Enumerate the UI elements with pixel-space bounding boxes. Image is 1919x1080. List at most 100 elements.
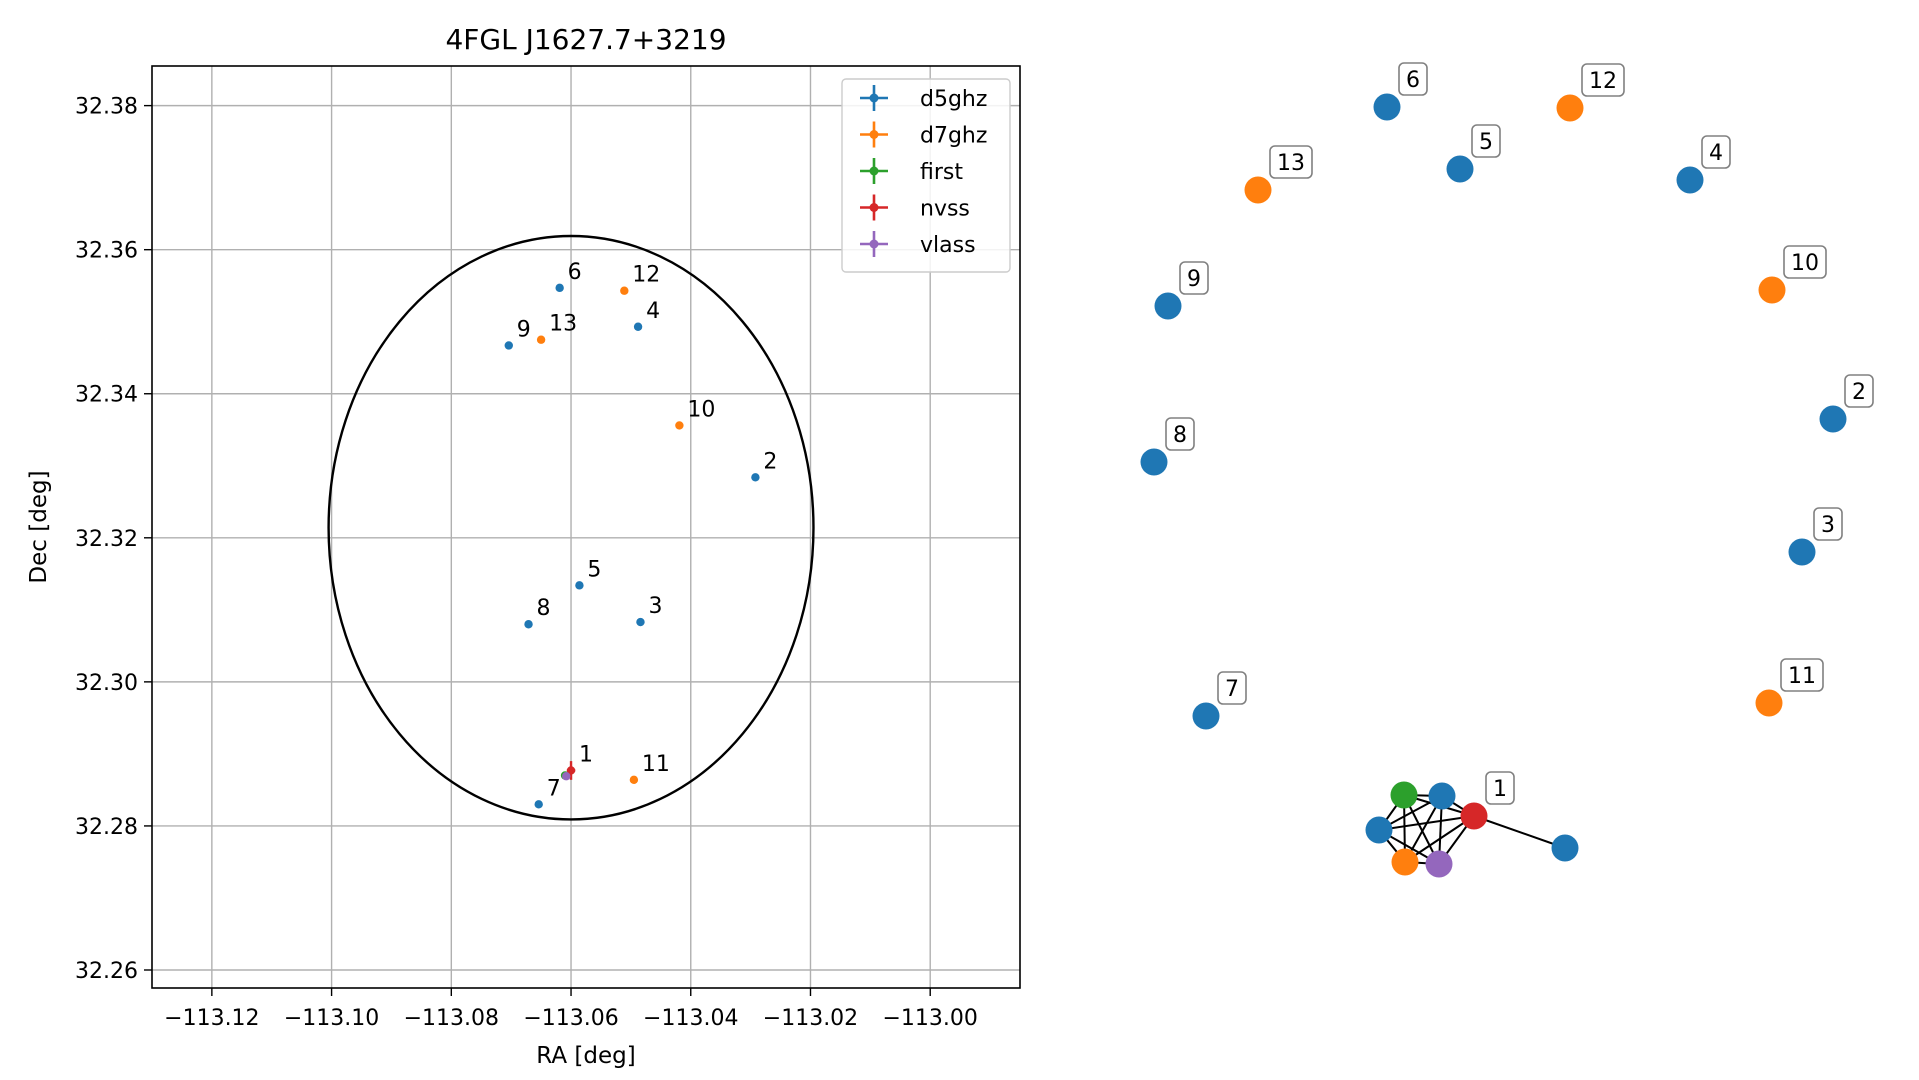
legend-label: nvss: [920, 197, 970, 222]
legend-marker: [869, 130, 879, 139]
x-tick-label: −113.12: [164, 1006, 259, 1031]
network-node-d7ghz: [1556, 94, 1584, 122]
x-tick-label: −113.02: [763, 1006, 858, 1031]
network-label-box: [1701, 135, 1731, 169]
network-label-box: [1783, 245, 1827, 279]
point-label: 4: [646, 299, 660, 324]
x-tick-label: −113.08: [404, 1006, 499, 1031]
network-label-box: [1398, 62, 1428, 96]
legend-label: d5ghz: [920, 87, 987, 112]
point-label: 9: [517, 317, 531, 342]
network-node-d5ghz: [1373, 93, 1401, 121]
y-tick-label: 32.32: [75, 527, 138, 552]
network-node-d5ghz: [1154, 292, 1182, 320]
legend-marker: [869, 203, 879, 212]
network-node-d5ghz: [1446, 155, 1474, 183]
network-label-box: [1269, 145, 1313, 179]
point-label: 1: [579, 742, 593, 767]
network-edge: [1378, 815, 1475, 831]
data-points: [504, 283, 760, 809]
network-node-label: 6: [1406, 68, 1420, 93]
point-label: 13: [549, 312, 577, 337]
x-tick-label: −113.06: [523, 1006, 618, 1031]
network-node-d7ghz: [1758, 276, 1786, 304]
point-label: 11: [642, 752, 670, 777]
point-label: 5: [587, 557, 601, 582]
legend-label: vlass: [920, 233, 976, 258]
network-label-box: [1165, 417, 1195, 451]
chart-title: 4FGL J1627.7+3219: [445, 23, 726, 56]
plot-frame: [151, 65, 1021, 989]
network-node-label: 9: [1187, 267, 1201, 292]
network-edge: [1473, 815, 1566, 849]
network-label-box: [1179, 261, 1209, 295]
network-node-label: 4: [1709, 141, 1723, 166]
network-node-d5ghz: [1788, 538, 1816, 566]
point-label: 2: [763, 449, 777, 474]
network-label-box: [1813, 507, 1843, 541]
point-label: 8: [537, 596, 551, 621]
network-node-d7ghz: [1755, 689, 1783, 717]
network-label-box: [1471, 124, 1501, 158]
data-point-d5ghz: [633, 322, 643, 331]
data-point-nvss: [566, 766, 576, 775]
legend: d5ghz d7ghz first nvss vlass: [841, 78, 1011, 273]
legend-marker: [869, 239, 879, 249]
network-node-label: 5: [1479, 130, 1493, 155]
y-tick-label: 32.26: [75, 959, 138, 984]
data-point-d5ghz: [555, 283, 564, 293]
network-node-label: 11: [1788, 664, 1816, 689]
y-axis-label: Dec [deg]: [26, 470, 52, 583]
y-tick-label: 32.38: [75, 95, 138, 120]
network-label-box: [1844, 374, 1874, 408]
x-axis-label: RA [deg]: [536, 1043, 635, 1069]
y-tick-label: 32.36: [75, 239, 138, 264]
network-node-label: 3: [1821, 513, 1835, 538]
data-point-vlass: [562, 772, 571, 781]
network-node-label: 13: [1277, 151, 1305, 176]
network-label-box: [1581, 63, 1625, 97]
network-node-label: 8: [1173, 423, 1187, 448]
network-node-label: 12: [1589, 69, 1617, 94]
data-point-d5ghz: [636, 617, 645, 627]
network-node-d5ghz: [1819, 405, 1847, 433]
network-node-nvss: [1460, 802, 1488, 830]
data-point-d7ghz: [675, 421, 684, 430]
network-label-box: [1217, 671, 1247, 705]
point-label: 12: [632, 263, 660, 288]
network-label-box: [1485, 771, 1515, 805]
network-node-label: 1: [1493, 777, 1507, 802]
point-label: 3: [648, 594, 662, 619]
network-node-label: 2: [1852, 380, 1866, 405]
search-circle-layer: [327, 234, 815, 821]
y-tick-label: 32.30: [75, 671, 138, 696]
network-node-d5ghz: [1551, 834, 1579, 862]
legend-entries: d5ghz d7ghz first nvss vlass: [860, 85, 987, 258]
search-circle: [327, 234, 815, 821]
point-label: 6: [568, 260, 582, 285]
data-point-d5ghz: [534, 800, 543, 809]
network-label-box: [1780, 658, 1824, 692]
x-tick-label: −113.04: [643, 1006, 738, 1031]
network-node-d5ghz: [1428, 782, 1456, 810]
legend-label: d7ghz: [920, 124, 987, 149]
data-point-d5ghz: [575, 581, 584, 590]
y-tick-label: 32.28: [75, 815, 138, 840]
data-point-d5ghz: [751, 473, 760, 482]
network-node-d5ghz: [1676, 166, 1704, 194]
point-labels: 2 3 4 5 6 7 8 9 10 11 12 13 1: [517, 260, 778, 801]
data-point-d5ghz: [524, 620, 533, 629]
data-point-d7ghz: [620, 286, 629, 295]
point-label: 10: [687, 397, 715, 422]
legend-marker: [869, 166, 879, 176]
y-tick-label: 32.34: [75, 383, 138, 408]
data-point-d5ghz: [504, 341, 513, 350]
y-ticks: 32.26 32.28 32.30 32.32 32.34 32.36 32.38: [75, 95, 152, 984]
point-label: 7: [547, 776, 561, 801]
network-node-d7ghz: [1244, 176, 1272, 204]
network-node-first: [1390, 781, 1418, 809]
x-tick-label: −113.00: [882, 1006, 977, 1031]
